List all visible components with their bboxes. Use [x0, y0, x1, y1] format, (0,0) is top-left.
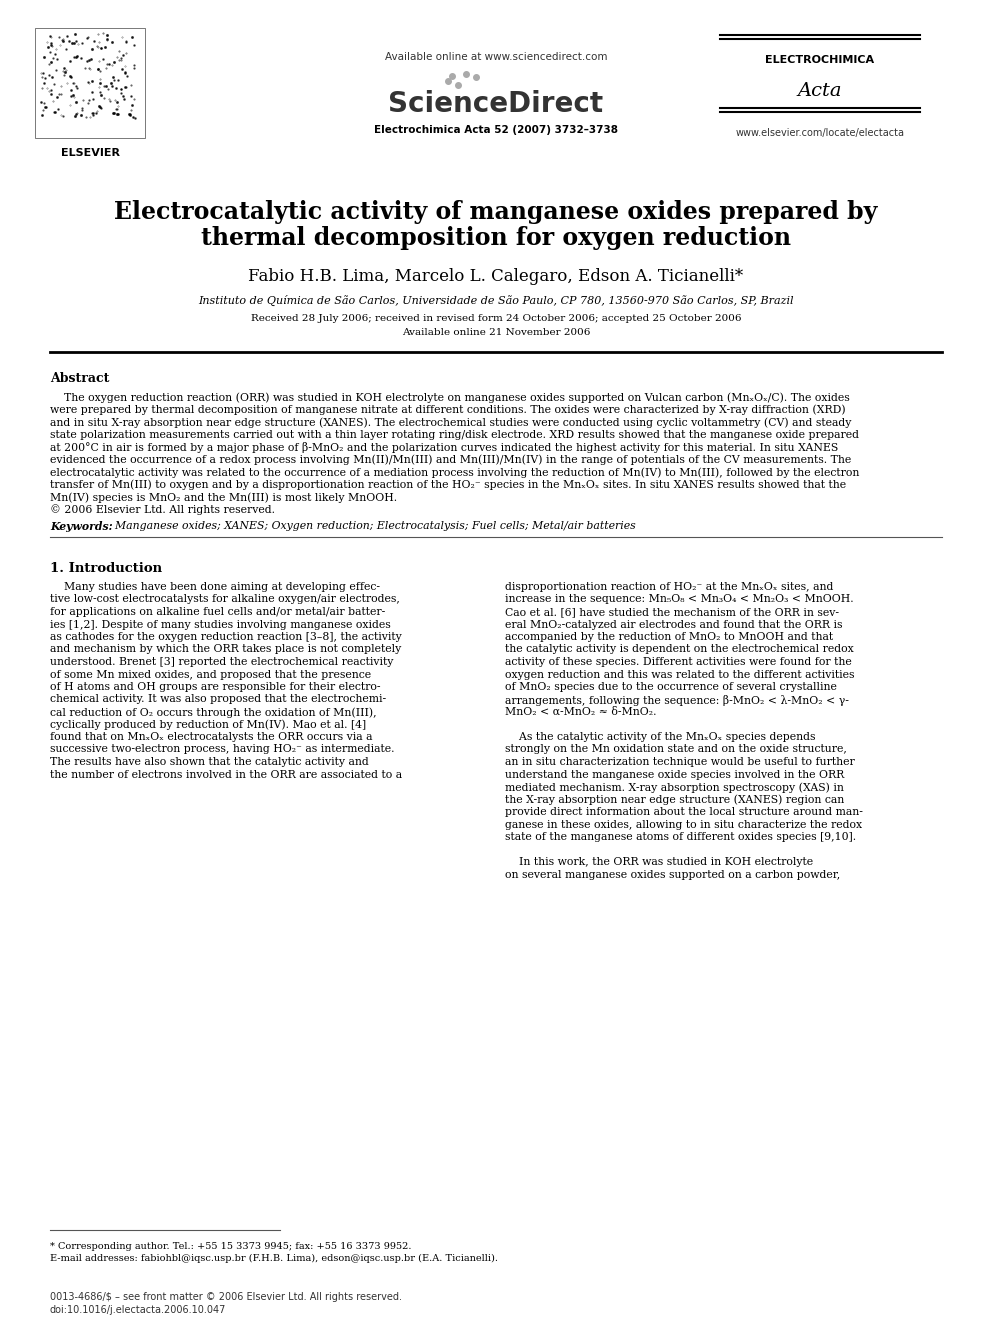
Text: as cathodes for the oxygen reduction reaction [3–8], the activity: as cathodes for the oxygen reduction rea… [50, 632, 402, 642]
Text: Manganese oxides; XANES; Oxygen reduction; Electrocatalysis; Fuel cells; Metal/a: Manganese oxides; XANES; Oxygen reductio… [108, 521, 636, 531]
Text: doi:10.1016/j.electacta.2006.10.047: doi:10.1016/j.electacta.2006.10.047 [50, 1304, 226, 1315]
Text: MnO₂ < α-MnO₂ ≈ δ-MnO₂.: MnO₂ < α-MnO₂ ≈ δ-MnO₂. [505, 706, 657, 717]
Text: E-mail addresses: fabiohbl@iqsc.usp.br (F.H.B. Lima), edson@iqsc.usp.br (E.A. Ti: E-mail addresses: fabiohbl@iqsc.usp.br (… [50, 1254, 498, 1263]
Text: of MnO₂ species due to the occurrence of several crystalline: of MnO₂ species due to the occurrence of… [505, 681, 837, 692]
Text: Keywords:: Keywords: [50, 521, 113, 532]
Text: ganese in these oxides, allowing to in situ characterize the redox: ganese in these oxides, allowing to in s… [505, 819, 862, 830]
Text: of H atoms and OH groups are responsible for their electro-: of H atoms and OH groups are responsible… [50, 681, 381, 692]
Text: Abstract: Abstract [50, 372, 109, 385]
Text: © 2006 Elsevier Ltd. All rights reserved.: © 2006 Elsevier Ltd. All rights reserved… [50, 504, 275, 515]
Text: Mn(IV) species is MnO₂ and the Mn(III) is most likely MnOOH.: Mn(IV) species is MnO₂ and the Mn(III) i… [50, 492, 397, 503]
Text: of some Mn mixed oxides, and proposed that the presence: of some Mn mixed oxides, and proposed th… [50, 669, 371, 680]
Text: and in situ X-ray absorption near edge structure (XANES). The electrochemical st: and in situ X-ray absorption near edge s… [50, 417, 851, 427]
Text: on several manganese oxides supported on a carbon powder,: on several manganese oxides supported on… [505, 869, 840, 880]
Text: the X-ray absorption near edge structure (XANES) region can: the X-ray absorption near edge structure… [505, 795, 844, 806]
Text: mediated mechanism. X-ray absorption spectroscopy (XAS) in: mediated mechanism. X-ray absorption spe… [505, 782, 844, 792]
Text: Available online at www.sciencedirect.com: Available online at www.sciencedirect.co… [385, 52, 607, 62]
Text: strongly on the Mn oxidation state and on the oxide structure,: strongly on the Mn oxidation state and o… [505, 745, 847, 754]
Text: Received 28 July 2006; received in revised form 24 October 2006; accepted 25 Oct: Received 28 July 2006; received in revis… [251, 314, 741, 323]
Text: 1. Introduction: 1. Introduction [50, 562, 162, 576]
Text: evidenced the occurrence of a redox process involving Mn(II)/Mn(III) and Mn(III): evidenced the occurrence of a redox proc… [50, 455, 851, 466]
Text: Cao et al. [6] have studied the mechanism of the ORR in sev-: Cao et al. [6] have studied the mechanis… [505, 607, 839, 617]
Text: chemical activity. It was also proposed that the electrochemi-: chemical activity. It was also proposed … [50, 695, 386, 705]
Text: for applications on alkaline fuel cells and/or metal/air batter-: for applications on alkaline fuel cells … [50, 607, 385, 617]
Text: understand the manganese oxide species involved in the ORR: understand the manganese oxide species i… [505, 770, 844, 779]
Text: accompanied by the reduction of MnO₂ to MnOOH and that: accompanied by the reduction of MnO₂ to … [505, 632, 833, 642]
Text: The results have also shown that the catalytic activity and: The results have also shown that the cat… [50, 757, 369, 767]
Text: disproportionation reaction of HO₂⁻ at the MnₓOₓ sites, and: disproportionation reaction of HO₂⁻ at t… [505, 582, 833, 591]
Text: provide direct information about the local structure around man-: provide direct information about the loc… [505, 807, 863, 818]
Text: cal reduction of O₂ occurs through the oxidation of Mn(III),: cal reduction of O₂ occurs through the o… [50, 706, 377, 717]
Text: Electrochimica Acta 52 (2007) 3732–3738: Electrochimica Acta 52 (2007) 3732–3738 [374, 124, 618, 135]
Text: tive low-cost electrocatalysts for alkaline oxygen/air electrodes,: tive low-cost electrocatalysts for alkal… [50, 594, 400, 605]
Text: ScienceDirect: ScienceDirect [389, 90, 603, 118]
Text: ies [1,2]. Despite of many studies involving manganese oxides: ies [1,2]. Despite of many studies invol… [50, 619, 391, 630]
Text: were prepared by thermal decomposition of manganese nitrate at different conditi: were prepared by thermal decomposition o… [50, 405, 845, 415]
Text: www.elsevier.com/locate/electacta: www.elsevier.com/locate/electacta [735, 128, 905, 138]
Text: thermal decomposition for oxygen reduction: thermal decomposition for oxygen reducti… [201, 226, 791, 250]
Text: arrangements, following the sequence: β-MnO₂ < λ-MnO₂ < γ-: arrangements, following the sequence: β-… [505, 695, 849, 705]
Text: eral MnO₂-catalyzed air electrodes and found that the ORR is: eral MnO₂-catalyzed air electrodes and f… [505, 619, 842, 630]
Text: successive two-electron process, having HO₂⁻ as intermediate.: successive two-electron process, having … [50, 745, 395, 754]
Text: ELECTROCHIMICA: ELECTROCHIMICA [766, 56, 875, 65]
Text: activity of these species. Different activities were found for the: activity of these species. Different act… [505, 658, 852, 667]
Bar [35, 28, 145, 138]
Text: the catalytic activity is dependent on the electrochemical redox: the catalytic activity is dependent on t… [505, 644, 854, 655]
Text: oxygen reduction and this was related to the different activities: oxygen reduction and this was related to… [505, 669, 854, 680]
Text: found that on MnₓOₓ electrocatalysts the ORR occurs via a: found that on MnₓOₓ electrocatalysts the… [50, 732, 373, 742]
Text: 0013-4686/$ – see front matter © 2006 Elsevier Ltd. All rights reserved.: 0013-4686/$ – see front matter © 2006 El… [50, 1293, 402, 1302]
Text: Fabio H.B. Lima, Marcelo L. Calegaro, Edson A. Ticianelli*: Fabio H.B. Lima, Marcelo L. Calegaro, Ed… [248, 269, 744, 284]
Text: state of the manganese atoms of different oxides species [9,10].: state of the manganese atoms of differen… [505, 832, 856, 841]
Text: understood. Brenet [3] reported the electrochemical reactivity: understood. Brenet [3] reported the elec… [50, 658, 394, 667]
Text: transfer of Mn(III) to oxygen and by a disproportionation reaction of the HO₂⁻ s: transfer of Mn(III) to oxygen and by a d… [50, 479, 846, 490]
Text: * Corresponding author. Tel.: +55 15 3373 9945; fax: +55 16 3373 9952.: * Corresponding author. Tel.: +55 15 337… [50, 1242, 412, 1252]
Text: the number of electrons involved in the ORR are associated to a: the number of electrons involved in the … [50, 770, 402, 779]
Text: and mechanism by which the ORR takes place is not completely: and mechanism by which the ORR takes pla… [50, 644, 401, 655]
Text: In this work, the ORR was studied in KOH electrolyte: In this work, the ORR was studied in KOH… [505, 857, 813, 867]
Text: state polarization measurements carried out with a thin layer rotating ring/disk: state polarization measurements carried … [50, 430, 859, 439]
Text: ELSEVIER: ELSEVIER [61, 148, 119, 157]
Text: Many studies have been done aiming at developing effec-: Many studies have been done aiming at de… [50, 582, 380, 591]
Text: The oxygen reduction reaction (ORR) was studied in KOH electrolyte on manganese : The oxygen reduction reaction (ORR) was … [50, 392, 850, 402]
Text: an in situ characterization technique would be useful to further: an in situ characterization technique wo… [505, 757, 855, 767]
Text: at 200°C in air is formed by a major phase of β-MnO₂ and the polarization curves: at 200°C in air is formed by a major pha… [50, 442, 838, 452]
Text: Available online 21 November 2006: Available online 21 November 2006 [402, 328, 590, 337]
Text: electrocatalytic activity was related to the occurrence of a mediation process i: electrocatalytic activity was related to… [50, 467, 859, 478]
Text: cyclically produced by reduction of Mn(IV). Mao et al. [4]: cyclically produced by reduction of Mn(I… [50, 720, 366, 730]
Text: Electrocatalytic activity of manganese oxides prepared by: Electrocatalytic activity of manganese o… [114, 200, 878, 224]
Text: increase in the sequence: Mn₅O₈ < Mn₃O₄ < Mn₂O₃ < MnOOH.: increase in the sequence: Mn₅O₈ < Mn₃O₄ … [505, 594, 854, 605]
Text: As the catalytic activity of the MnₓOₓ species depends: As the catalytic activity of the MnₓOₓ s… [505, 732, 815, 742]
Text: Acta: Acta [798, 82, 842, 101]
Text: Instituto de Química de São Carlos, Universidade de São Paulo, CP 780, 13560-970: Instituto de Química de São Carlos, Univ… [198, 295, 794, 306]
